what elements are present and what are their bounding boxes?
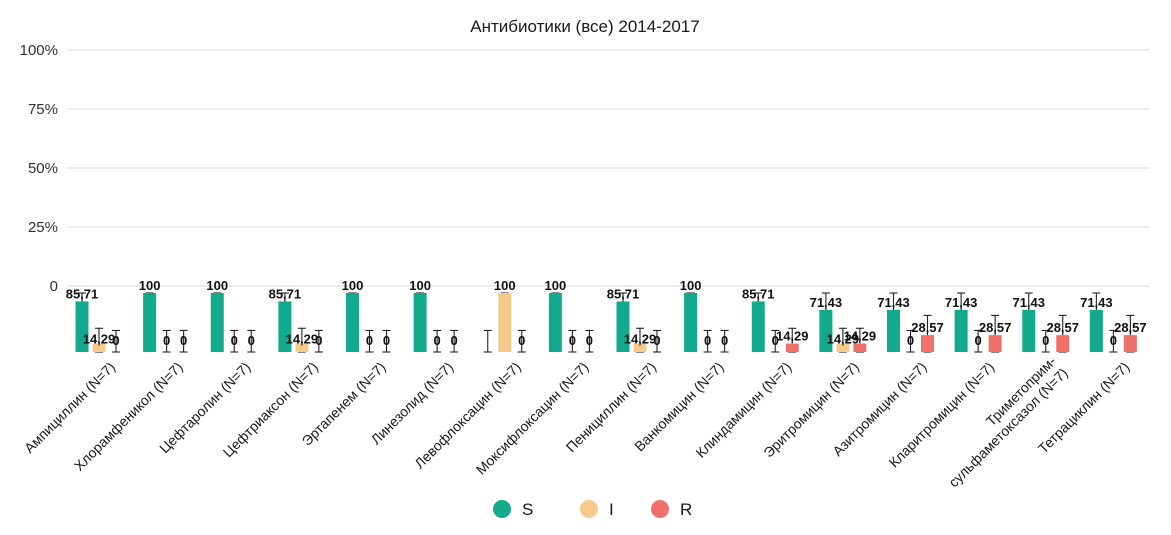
data-label: 14,29 [776,329,809,344]
chart-title: Антибиотики (все) 2014-2017 [470,17,699,36]
data-label: 14,29 [624,332,657,347]
data-label: 0 [569,333,576,348]
data-label: 85,71 [269,286,302,301]
bar-s [75,301,89,352]
data-label: 0 [704,333,711,348]
bar-s [278,301,292,352]
bar-i [633,343,647,352]
data-label: 85,71 [742,286,775,301]
data-label: 14,29 [827,332,860,347]
bar-s [413,293,427,352]
data-label: 0 [975,333,982,348]
y-tick-label: 50% [28,160,58,177]
data-label: 14,29 [844,329,877,344]
bar-i [295,343,309,352]
data-label: 0 [112,333,119,348]
data-label: 0 [772,333,779,348]
bar-i [92,343,106,352]
data-label: 0 [721,333,728,348]
bar-r [1123,335,1137,352]
data-label: 28,57 [1046,320,1079,335]
x-axis-labels: Ампициллин (N=7)Хлорамфеникол (N=7)Цефта… [21,353,1133,491]
data-label: 0 [180,333,187,348]
bar-s [954,309,968,352]
data-label: 100 [494,278,516,293]
data-label: 0 [366,333,373,348]
bar-r [988,335,1002,352]
bar-s [684,293,698,352]
bars [75,293,1137,352]
data-label: 0 [248,333,255,348]
data-label: 0 [1042,333,1049,348]
bar-r [785,343,799,352]
legend-label: I [609,500,614,519]
bar-i [836,343,850,352]
bar-s [751,301,765,352]
data-label: 0 [163,333,170,348]
bar-i [498,293,512,352]
data-label: 0 [586,333,593,348]
bar-s [887,309,900,352]
data-label: 71,43 [945,295,978,310]
data-label: 0 [451,333,458,348]
data-label: 71,43 [1012,295,1045,310]
legend-marker-i [580,500,598,518]
data-label: 71,43 [1080,295,1113,310]
bar-r [1056,335,1070,352]
data-label: 0 [518,333,525,348]
legend-marker-s [493,500,511,518]
data-label: 85,71 [66,286,99,301]
data-label: 0 [434,333,441,348]
bar-s [548,293,562,352]
data-label: 100 [342,278,364,293]
data-label: 28,57 [979,320,1012,335]
data-label: 0 [1110,333,1117,348]
data-label: 100 [139,278,161,293]
y-tick-label: 100% [20,42,58,59]
data-label: 71,43 [877,295,910,310]
y-tick-label: 75% [28,101,58,118]
bar-s [616,301,630,352]
legend-label: R [680,500,692,519]
data-label: 85,71 [607,286,640,301]
y-tick-label: 25% [28,219,58,236]
data-label: 28,57 [911,320,944,335]
data-label: 14,29 [83,332,116,347]
data-label: 0 [383,333,390,348]
data-label: 0 [231,333,238,348]
data-label: 100 [545,278,567,293]
data-label: 0 [907,333,914,348]
bar-s [346,293,359,352]
grid-lines: 100% 75% 50% 25% 0 [20,42,1150,295]
data-label: 28,57 [1114,320,1147,335]
x-tick-label: Хлорамфеникол (N=7) [71,359,186,474]
y-tick-label: 0 [50,278,58,295]
bar-s [210,293,224,352]
bar-r [853,343,867,352]
data-label: 100 [409,278,431,293]
bar-s [143,293,157,352]
data-label: 100 [206,278,228,293]
data-label: 0 [315,333,322,348]
data-label: 100 [680,278,702,293]
x-tick-label: Триметоприм-сульфаметоксазол (N=7) [933,353,1071,491]
bar-s [819,309,833,352]
bar-s [1089,309,1103,352]
data-label: 0 [653,333,660,348]
data-label: 71,43 [810,295,843,310]
bar-s [1022,309,1036,352]
x-tick-label: Моксифлоксацин (N=7) [473,359,592,478]
legend-label: S [522,500,533,519]
legend-marker-r [651,500,669,518]
bar-r [921,335,934,352]
data-label: 14,29 [286,332,319,347]
